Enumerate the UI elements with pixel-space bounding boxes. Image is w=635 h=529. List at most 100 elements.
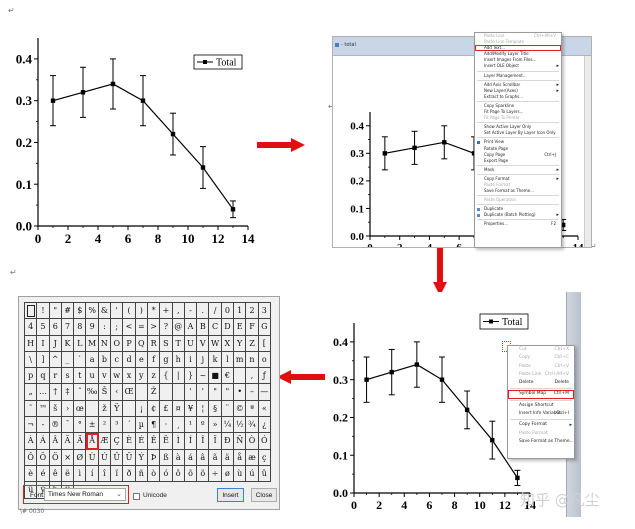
menu-item-set-active-layer-by-layer-icon-only[interactable]: Set Active Layer By Layer Icon Only bbox=[475, 130, 561, 136]
symbol-cell[interactable]: < bbox=[123, 319, 136, 336]
symbol-cell[interactable]: É bbox=[135, 433, 148, 450]
symbol-cell[interactable]: X bbox=[221, 335, 235, 352]
symbol-cell[interactable]: 0 bbox=[221, 303, 235, 320]
symbol-cell[interactable]: â bbox=[197, 449, 210, 466]
symbol-cell[interactable]: ä bbox=[221, 449, 235, 466]
symbol-cell[interactable]: Ø bbox=[74, 449, 87, 466]
symbol-cell[interactable]: B bbox=[197, 319, 210, 336]
symbol-cell[interactable]: é bbox=[37, 465, 50, 483]
symbol-cell[interactable]: A bbox=[184, 319, 198, 336]
symbol-cell[interactable]: ë bbox=[61, 465, 75, 483]
symbol-cell[interactable]: œ bbox=[74, 400, 87, 418]
symbol-cell[interactable]: Ý bbox=[135, 449, 148, 466]
symbol-cell[interactable]: ö bbox=[197, 465, 210, 483]
symbol-cell[interactable]: [ bbox=[258, 335, 271, 352]
symbol-cell[interactable]: Q bbox=[135, 335, 148, 352]
symbol-cell[interactable]: x bbox=[123, 368, 136, 385]
symbol-cell[interactable]: ø bbox=[221, 465, 235, 483]
menu-item-insert-images-from-files[interactable]: Insert Images From Files... bbox=[475, 57, 561, 63]
window-scrollbar[interactable] bbox=[584, 56, 591, 247]
symbol-cell[interactable]: ó bbox=[160, 465, 173, 483]
symbol-cell[interactable]: ¢ bbox=[147, 400, 161, 418]
symbol-cell[interactable]: Ÿ bbox=[111, 400, 124, 418]
menu-item-paste-format[interactable]: Paste Format bbox=[508, 430, 574, 438]
symbol-cell[interactable]: r bbox=[49, 368, 62, 385]
symbol-cell[interactable]: f bbox=[147, 351, 161, 369]
symbol-cell[interactable]: w bbox=[111, 368, 124, 385]
symbol-cell[interactable]: t bbox=[74, 368, 87, 385]
symbol-cell[interactable]: ˜ bbox=[25, 400, 38, 418]
symbol-cell[interactable]: ¥ bbox=[184, 400, 198, 418]
symbol-cell[interactable]: … bbox=[37, 384, 50, 401]
symbol-cell[interactable]: Ö bbox=[49, 449, 62, 466]
menu-item-new-layer-axes[interactable]: New Layer(Axes) ▸ bbox=[475, 88, 561, 94]
symbol-cell[interactable]: ' bbox=[197, 384, 210, 401]
menu-item-paste-line[interactable]: Paste Line Ctrl+Alt+V bbox=[475, 33, 561, 39]
symbol-cell[interactable]: c bbox=[111, 351, 124, 369]
menu-item-insert-info-variable[interactable]: Insert Info Variable... Ctrl+I bbox=[508, 410, 574, 418]
symbol-cell[interactable]: a bbox=[86, 351, 99, 369]
symbol-cell[interactable]: € bbox=[221, 368, 235, 385]
symbol-cell[interactable]: ü bbox=[25, 482, 38, 499]
symbol-cell[interactable]: § bbox=[209, 400, 222, 418]
menu-item-extract-to-graphs[interactable]: Extract to Graphs... bbox=[475, 94, 561, 100]
symbol-cell[interactable]: µ bbox=[135, 417, 148, 434]
menu-item-delete[interactable]: Delete Delete bbox=[508, 379, 574, 387]
symbol-cell[interactable]: - bbox=[184, 303, 198, 320]
menu-item-save-format-as-theme[interactable]: Save Format as Theme... bbox=[475, 188, 561, 194]
symbol-cell[interactable]: ê bbox=[49, 465, 62, 483]
symbol-cell[interactable]: Ì bbox=[172, 433, 185, 450]
menu-item-insert-ole-object[interactable]: Insert OLE Object ▸ bbox=[475, 63, 561, 69]
symbol-cell[interactable]: ~ bbox=[197, 368, 210, 385]
symbol-cell[interactable]: # bbox=[61, 303, 75, 320]
symbol-cell[interactable]: 1 bbox=[234, 303, 247, 320]
symbol-cell[interactable]: I bbox=[37, 335, 50, 352]
menu-item-paste-line-template[interactable]: Paste Line Template bbox=[475, 39, 561, 45]
font-select[interactable]: Times New Roman ⌄ bbox=[44, 488, 126, 501]
symbol-cell[interactable]: Ë bbox=[160, 433, 173, 450]
symbol-cell[interactable]: ù bbox=[234, 465, 247, 483]
symbol-cell[interactable]: y bbox=[135, 368, 148, 385]
symbol-cell[interactable]: Ž bbox=[147, 384, 161, 401]
symbol-cell[interactable]: D bbox=[221, 319, 235, 336]
symbol-cell[interactable]: Ü bbox=[123, 449, 136, 466]
symbol-cell[interactable]: d bbox=[123, 351, 136, 369]
close-button[interactable]: Close bbox=[251, 488, 277, 502]
symbol-cell[interactable]: Z bbox=[246, 335, 259, 352]
symbol-cell[interactable] bbox=[123, 400, 136, 418]
symbol-cell[interactable]: U bbox=[184, 335, 198, 352]
symbol-cell[interactable]: O bbox=[111, 335, 124, 352]
symbol-cell[interactable]: ¹ bbox=[184, 417, 198, 434]
symbol-cell[interactable]: @ bbox=[172, 319, 185, 336]
symbol-cell[interactable]: Æ bbox=[98, 433, 112, 450]
symbol-cell[interactable]: ² bbox=[98, 417, 112, 434]
symbol-cell[interactable]: ` bbox=[74, 351, 87, 369]
symbol-cell[interactable]: u bbox=[86, 368, 99, 385]
symbol-cell[interactable]: > bbox=[147, 319, 161, 336]
menu-item-cut[interactable]: Cut Ctrl+X bbox=[508, 346, 574, 354]
symbol-cell[interactable]: " bbox=[221, 384, 235, 401]
symbol-cell[interactable]: ¬ bbox=[25, 417, 38, 434]
symbol-cell[interactable]: Š bbox=[98, 384, 112, 401]
symbol-cell[interactable]: M bbox=[86, 335, 99, 352]
symbol-cell[interactable]: 7 bbox=[61, 319, 75, 336]
symbol-cell[interactable]: k bbox=[209, 351, 222, 369]
symbol-cell[interactable]: – bbox=[246, 384, 259, 401]
symbol-cell[interactable]: $ bbox=[74, 303, 87, 320]
symbol-cell[interactable]: ¨ bbox=[221, 400, 235, 418]
symbol-cell[interactable] bbox=[135, 384, 148, 401]
symbol-cell[interactable]: Í bbox=[184, 433, 198, 450]
symbol-cell[interactable]: q bbox=[37, 368, 50, 385]
symbol-cell[interactable]: : bbox=[98, 319, 112, 336]
symbol-cell[interactable]: » bbox=[209, 417, 222, 434]
symbol-cell[interactable]: 6 bbox=[49, 319, 62, 336]
symbol-cell[interactable]: ß bbox=[160, 449, 173, 466]
menu-item-paste-link[interactable]: Paste Link Ctrl+Alt+V bbox=[508, 371, 574, 379]
menu-item-add-axis-scrollbar[interactable]: Add Axis Scrollbar ▸ bbox=[475, 82, 561, 88]
menu-item-show-active-layer-only[interactable]: Show Active Layer Only bbox=[475, 124, 561, 130]
symbol-cell[interactable]: m bbox=[234, 351, 247, 369]
symbol-cell[interactable]: \ bbox=[25, 351, 38, 369]
symbol-cell[interactable]: ' bbox=[111, 303, 124, 320]
symbol-cell[interactable]: Y bbox=[234, 335, 247, 352]
symbol-cell[interactable]: ¡ bbox=[135, 400, 148, 418]
